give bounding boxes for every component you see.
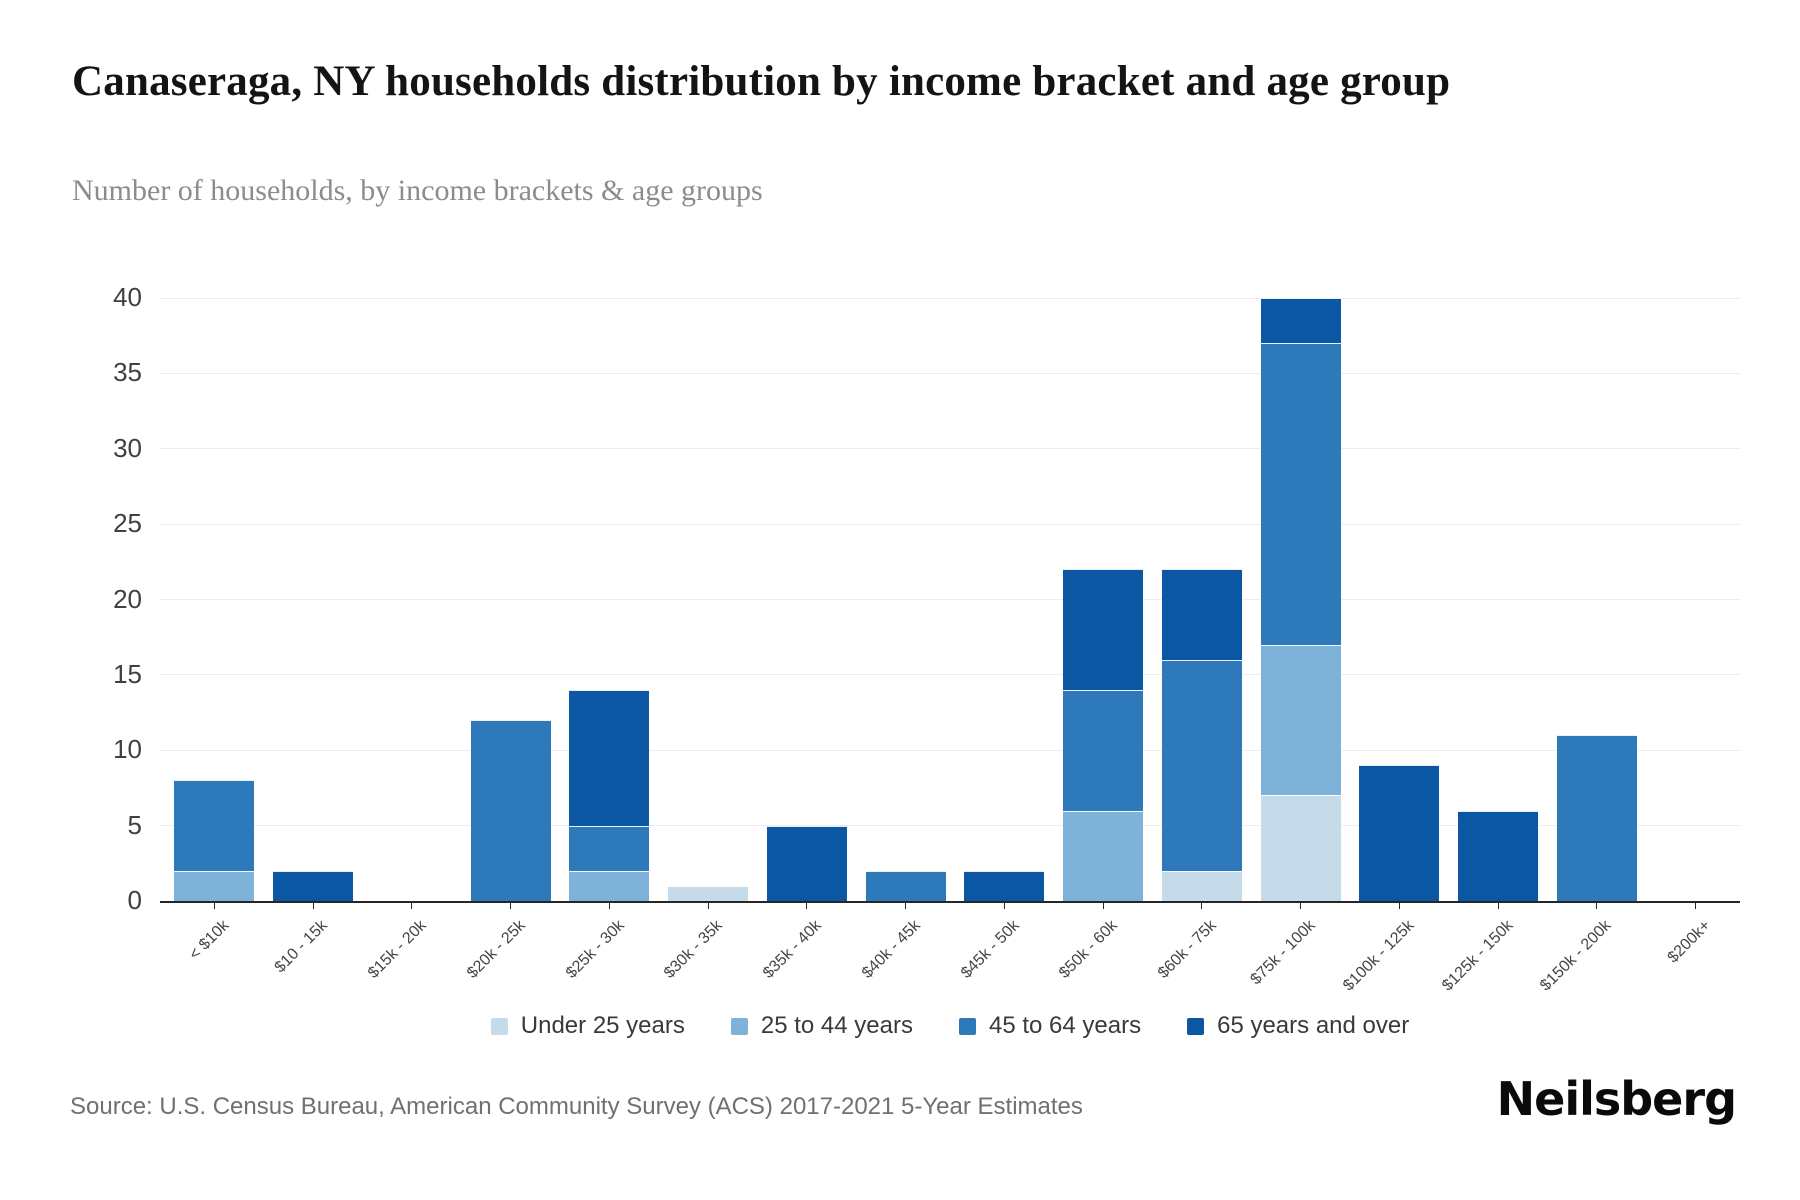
bar-segment [174,780,255,871]
y-tick-label: 5 [127,809,142,840]
page-subtitle: Number of households, by income brackets… [72,174,763,207]
legend-label: 65 years and over [1217,1012,1410,1039]
bar-segment [569,689,650,826]
bar-segment [668,885,749,901]
x-tick-label: $200k+ [1664,917,1714,967]
y-tick-label: 0 [127,885,142,915]
bar-segment [1260,644,1341,796]
x-tick-label: $60k - 75k [1154,917,1220,982]
bar-segment [1161,870,1242,901]
x-axis-tick [806,903,808,909]
plot-area: 0 5 10 15 20 25 30 35 40 < $10k $10 - 15k $15k - 20… [113,284,1740,994]
bar-segment [766,825,847,901]
x-axis-tick [905,903,907,909]
bar-segment [1063,810,1144,901]
bar-segment [569,870,650,901]
x-tick-label: $35k - 40k [759,917,825,982]
x-axis-tick [608,903,610,909]
x-axis-tick [411,903,413,909]
legend-item: Under 25 years [490,1012,685,1040]
brand-logo: Neilsberg [1496,1072,1737,1126]
x-axis-tick [1102,903,1104,909]
legend-label: 25 to 44 years [760,1012,913,1039]
legend-swatch-icon [1187,1017,1205,1035]
y-tick-label: 40 [113,282,142,312]
x-tick-label: $50k - 60k [1056,917,1122,982]
x-tick-label: < $10k [186,917,233,964]
x-axis-tick [707,903,709,909]
bar-segment [1161,659,1242,871]
x-axis-tick [213,903,215,909]
bar-segment [1161,569,1242,660]
x-tick-label: $75k - 100k [1247,917,1319,989]
x-tick-label: $15k - 20k [364,917,430,982]
x-axis-tick [1300,903,1302,909]
legend-label: 45 to 64 years [988,1012,1142,1039]
x-axis-tick [510,903,512,909]
x-axis-tick [1596,903,1598,909]
y-tick-label: 30 [113,432,142,463]
y-tick-label: 20 [113,583,142,614]
bar-segment [1359,765,1440,901]
gridline [160,749,1740,751]
legend-swatch-icon [490,1017,508,1035]
x-axis-tick [1695,903,1697,909]
bar-segment [1458,810,1539,901]
gridline [160,674,1740,676]
x-tick-label: $45k - 50k [957,917,1023,982]
x-axis-tick [1398,903,1400,909]
x-tick-label: $125k - 150k [1438,917,1517,995]
legend-label: Under 25 years [520,1012,685,1039]
bar-segment [1556,735,1637,901]
y-tick-label: 35 [113,357,142,388]
legend-item: 65 years and over [1187,1012,1409,1040]
y-tick-label: 10 [113,734,142,765]
gridline [160,372,1740,374]
x-tick-label: $30k - 35k [661,917,727,982]
bar-segment [1063,689,1144,811]
bar-segment [569,825,650,871]
gridline [160,297,1740,299]
legend-swatch-icon [958,1017,976,1035]
legend: Under 25 years 25 to 44 years 45 to 64 yea… [160,1012,1740,1040]
bar-segment [964,870,1045,901]
gridline [160,523,1740,525]
bar-segment [1260,795,1341,901]
legend-item: 25 to 44 years [730,1012,913,1040]
bar-segment [174,870,255,901]
bar-segment [1260,343,1341,645]
x-axis-tick [312,903,314,909]
bar-segment [470,720,551,901]
x-tick-label: $10 - 15k [271,917,332,977]
y-tick-label: 25 [113,508,142,539]
bar-segment [1063,569,1144,690]
bar-segment [865,870,946,901]
x-tick-label: $20k - 25k [463,917,529,982]
y-tick-label: 15 [113,658,142,689]
x-tick-label: $150k - 200k [1537,917,1615,995]
x-axis-tick [1003,903,1005,909]
gridline [160,448,1740,450]
x-tick-label: $40k - 45k [858,917,924,982]
gridline [160,825,1740,827]
bar-segment [1260,298,1341,344]
x-tick-label: $25k - 30k [562,917,628,982]
legend-item: 45 to 64 years [958,1012,1142,1040]
x-tick-label: $100k - 125k [1339,917,1418,995]
page-title: Canaseraga, NY households distribution b… [72,58,1451,105]
bar-segment [273,870,354,901]
x-axis-tick [1201,903,1203,909]
x-axis-tick [1497,903,1499,909]
source-attribution: Source: U.S. Census Bureau, American Com… [70,1093,1083,1120]
gridline [160,599,1740,600]
legend-swatch-icon [730,1017,748,1035]
